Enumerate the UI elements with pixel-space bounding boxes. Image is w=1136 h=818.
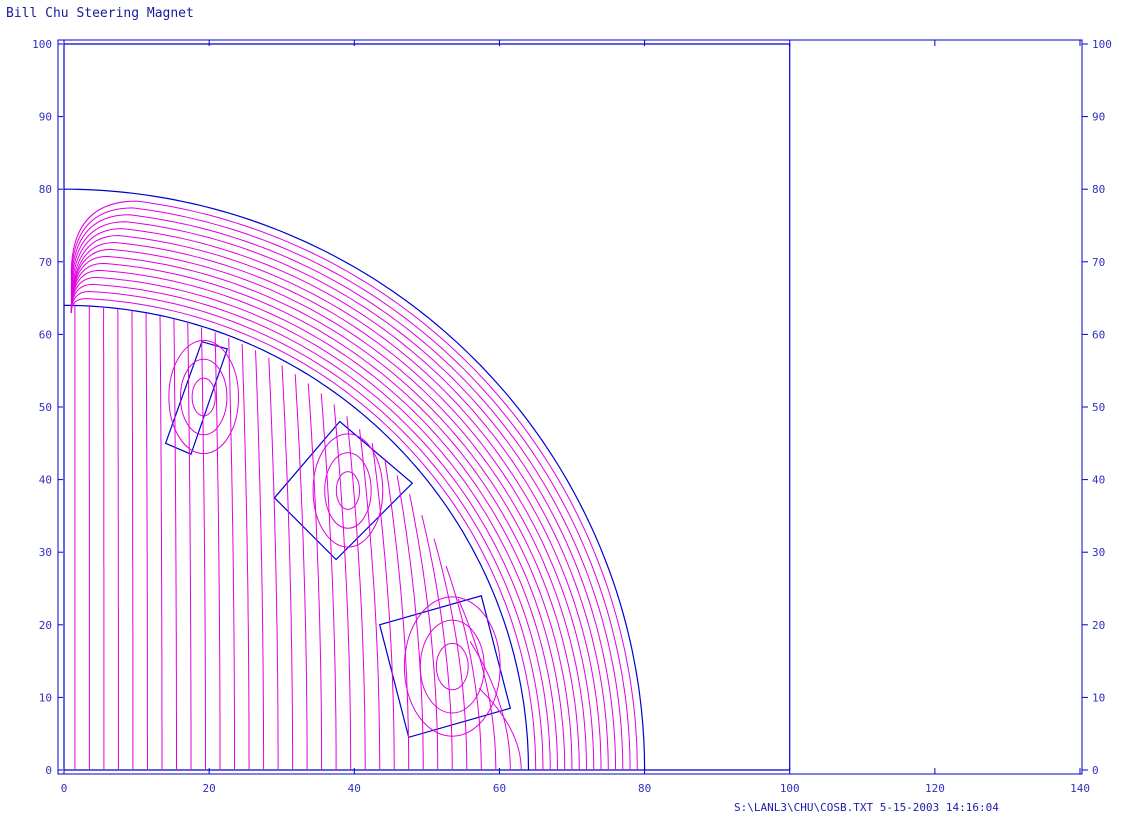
yoke-field-line bbox=[70, 234, 602, 770]
yoke-field-line bbox=[70, 228, 609, 771]
x-tick-label: 140 bbox=[1070, 782, 1090, 795]
y-tick-label-left: 50 bbox=[39, 401, 52, 414]
file-stamp: S:\LANL3\CHU\COSB.TXT 5-15-2003 14:16:04 bbox=[734, 801, 999, 814]
y-tick-label-right: 40 bbox=[1092, 474, 1105, 487]
plot-title: Bill Chu Steering Magnet bbox=[6, 6, 194, 21]
interior-field-line bbox=[268, 357, 279, 770]
yoke-field-line bbox=[70, 290, 544, 771]
yoke-field-line bbox=[70, 221, 616, 770]
interior-field-line bbox=[371, 443, 395, 770]
coil-3 bbox=[378, 595, 512, 739]
interior-field-line bbox=[469, 641, 511, 770]
coil-field-loop bbox=[324, 452, 372, 529]
coil-field-loop bbox=[179, 358, 228, 436]
interior-field-line bbox=[201, 327, 206, 770]
coil-field-loop bbox=[403, 596, 501, 737]
y-tick-label-left: 40 bbox=[39, 474, 52, 487]
yoke-inner-arc bbox=[64, 304, 530, 771]
interior-field-line bbox=[346, 416, 366, 770]
x-tick-label: 0 bbox=[61, 782, 68, 795]
interior-field-line bbox=[433, 538, 468, 770]
interior-field-line bbox=[320, 393, 337, 770]
y-tick-label-left: 0 bbox=[45, 764, 52, 777]
yoke-field-line bbox=[70, 241, 595, 771]
field-lines bbox=[70, 200, 638, 771]
magnet-geometry bbox=[63, 43, 791, 771]
y-tick-label-right: 50 bbox=[1092, 401, 1105, 414]
interior-field-line bbox=[117, 308, 119, 770]
y-tick-label-right: 30 bbox=[1092, 546, 1105, 559]
interior-field-line bbox=[214, 332, 221, 770]
y-tick-label-left: 90 bbox=[39, 111, 52, 124]
y-tick-label-left: 30 bbox=[39, 546, 52, 559]
coil-1 bbox=[164, 340, 229, 456]
interior-field-line bbox=[333, 404, 352, 770]
axis-frame bbox=[57, 39, 1088, 775]
y-tick-label-right: 10 bbox=[1092, 691, 1105, 704]
coil-field-loop bbox=[435, 642, 469, 691]
interior-field-line bbox=[409, 493, 439, 770]
interior-field-line bbox=[145, 312, 148, 770]
x-tick-label: 80 bbox=[638, 782, 651, 795]
x-tick-label: 120 bbox=[925, 782, 945, 795]
coil-field-loop bbox=[168, 339, 240, 455]
x-tick-label: 20 bbox=[203, 782, 216, 795]
y-tick-label-left: 60 bbox=[39, 328, 52, 341]
y-tick-label-left: 80 bbox=[39, 183, 52, 196]
y-tick-label-left: 20 bbox=[39, 619, 52, 632]
y-tick-label-right: 60 bbox=[1092, 328, 1105, 341]
yoke-field-line bbox=[70, 200, 638, 771]
interior-field-line bbox=[131, 310, 134, 770]
coil-field-loop bbox=[335, 471, 361, 510]
interior-field-line bbox=[228, 337, 235, 770]
yoke-field-line bbox=[70, 298, 537, 771]
y-tick-label-right: 0 bbox=[1092, 764, 1099, 777]
y-tick-label-right: 20 bbox=[1092, 619, 1105, 632]
y-tick-label-right: 70 bbox=[1092, 256, 1105, 269]
interior-field-line bbox=[281, 365, 294, 770]
interior-field-line bbox=[307, 383, 323, 770]
interior-field-line bbox=[396, 475, 424, 770]
y-tick-label-left: 100 bbox=[32, 38, 52, 51]
yoke-outer-arc bbox=[64, 188, 646, 771]
plot-frame bbox=[57, 39, 1083, 775]
yoke-field-line bbox=[70, 262, 573, 771]
coil-field-loop bbox=[191, 377, 216, 417]
y-tick-label-right: 80 bbox=[1092, 183, 1105, 196]
coil-2 bbox=[273, 420, 414, 561]
interior-field-line bbox=[255, 350, 265, 770]
interior-field-line bbox=[445, 565, 482, 770]
yoke-field-line bbox=[70, 207, 631, 771]
boundary-box bbox=[63, 43, 791, 771]
yoke-field-line bbox=[70, 255, 580, 771]
interior-field-line bbox=[187, 323, 192, 770]
interior-field-line bbox=[241, 343, 250, 770]
interior-field-line bbox=[421, 514, 453, 771]
yoke-field-line bbox=[70, 269, 566, 770]
interior-field-line bbox=[359, 429, 381, 770]
yoke-field-line bbox=[70, 283, 551, 770]
coil-field-loop bbox=[312, 433, 384, 548]
y-tick-label-left: 10 bbox=[39, 691, 52, 704]
interior-field-line bbox=[294, 374, 308, 770]
interior-field-line bbox=[159, 315, 163, 770]
x-tick-label: 60 bbox=[493, 782, 506, 795]
interior-field-line bbox=[173, 319, 177, 770]
coil-field-loop bbox=[419, 619, 485, 714]
x-tick-label: 40 bbox=[348, 782, 361, 795]
interior-field-line bbox=[478, 687, 522, 770]
y-tick-label-right: 90 bbox=[1092, 111, 1105, 124]
x-tick-label: 100 bbox=[780, 782, 800, 795]
y-tick-label-left: 70 bbox=[39, 256, 52, 269]
yoke-field-line bbox=[70, 248, 587, 771]
y-tick-label-right: 100 bbox=[1092, 38, 1112, 51]
interior-field-line bbox=[384, 458, 410, 770]
yoke-field-line bbox=[70, 276, 558, 771]
yoke-field-line bbox=[70, 214, 624, 771]
